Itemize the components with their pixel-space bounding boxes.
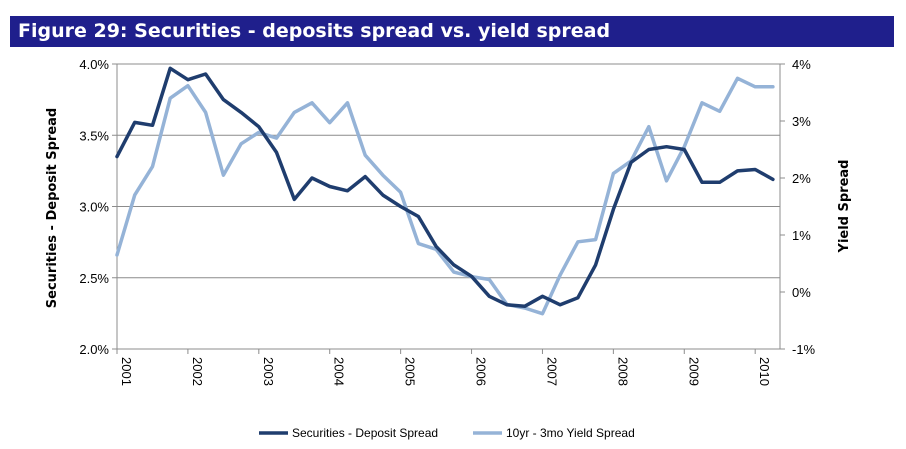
right-y-tick-label: 2%: [792, 171, 811, 186]
series-lines: [115, 66, 775, 316]
right-y-tick-label: 1%: [792, 228, 811, 243]
x-tick-label: 2006: [474, 357, 489, 386]
x-tick-label: 2008: [615, 357, 630, 386]
axes: [112, 63, 785, 354]
left-axis-title: Securities - Deposit Spread: [45, 108, 60, 308]
left-y-tick-label: 3.0%: [79, 200, 109, 215]
x-tick-labels: 2001 2002 2003 2004 2005 2006 2007 2008 2009 2010: [119, 357, 772, 386]
right-y-tick-label: 0%: [792, 285, 811, 300]
right-axis-title: Yield Spread: [837, 160, 852, 254]
left-y-tick-label: 2.0%: [79, 342, 109, 357]
x-tick-label: 2004: [332, 357, 347, 386]
x-tick-label: 2005: [403, 357, 418, 386]
x-tick-label: 2001: [119, 357, 134, 386]
figure-title: Figure 29: Securities - deposits spread …: [10, 16, 894, 47]
legend: Securities - Deposit Spread 10yr - 3mo Y…: [259, 426, 635, 440]
legend-label-securities: Securities - Deposit Spread: [292, 426, 438, 440]
x-tick-label: 2002: [190, 357, 205, 386]
right-y-tick-label: -1%: [792, 342, 816, 357]
series-line-securities-deposit-spread: [115, 66, 775, 309]
right-y-tick-label: 4%: [792, 57, 811, 72]
left-y-tick-label: 4.0%: [79, 57, 109, 72]
left-y-tick-label: 2.5%: [79, 271, 109, 286]
right-y-tick-label: 3%: [792, 114, 811, 129]
grid-lines: [117, 63, 780, 350]
x-tick-label: 2003: [261, 357, 276, 386]
series-line-yield-spread: [115, 76, 775, 316]
x-tick-label: 2009: [686, 357, 701, 386]
right-y-tick-labels: -1% 0% 1% 2% 3% 4%: [792, 57, 816, 357]
x-tick-label: 2010: [757, 357, 772, 386]
left-y-tick-labels: 2.0% 2.5% 3.0% 3.5% 4.0%: [79, 57, 109, 357]
legend-label-yield: 10yr - 3mo Yield Spread: [506, 426, 635, 440]
left-y-tick-label: 3.5%: [79, 128, 109, 143]
x-tick-label: 2007: [544, 357, 559, 386]
